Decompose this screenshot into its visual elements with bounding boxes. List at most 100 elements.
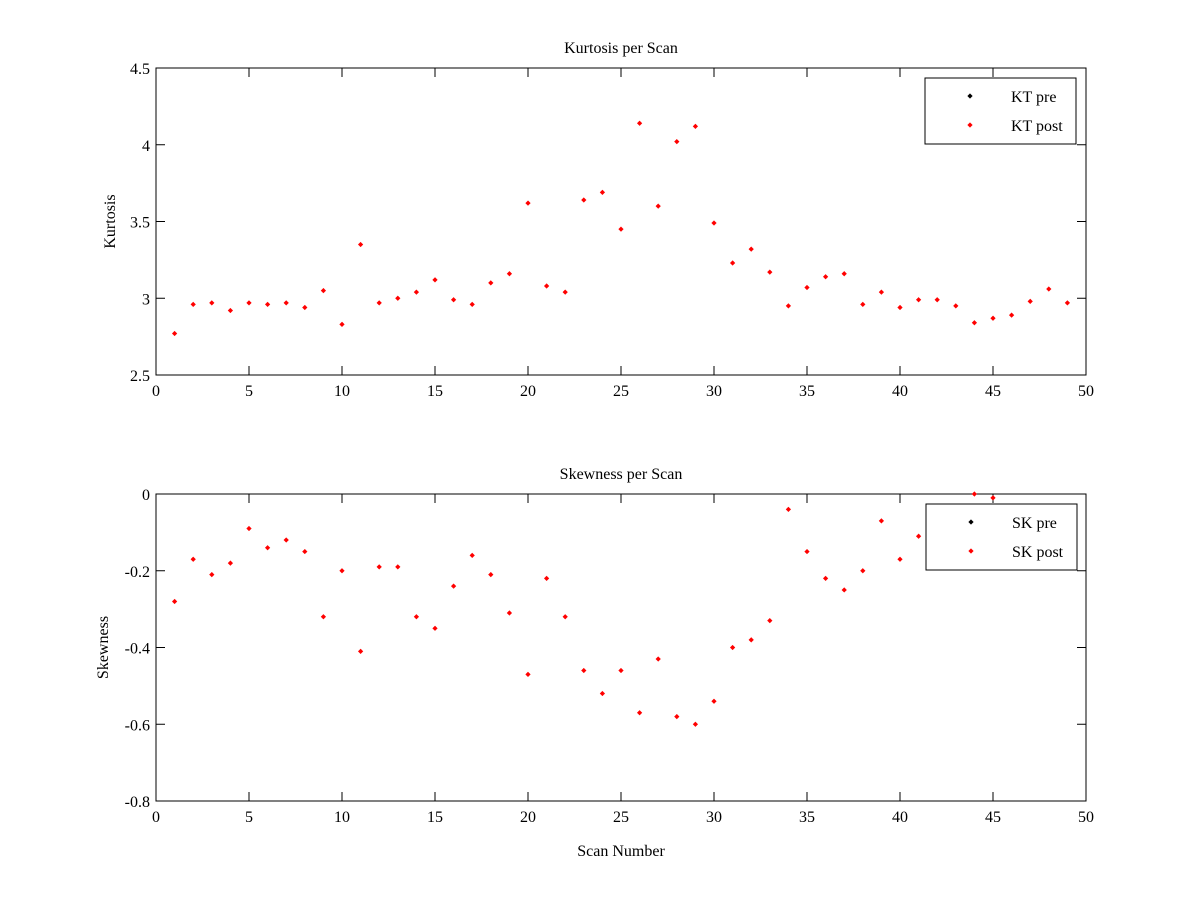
data-point <box>171 330 178 337</box>
legend-label: SK pre <box>1012 515 1057 532</box>
data-point <box>953 303 959 309</box>
x-tick-label: 45 <box>985 809 1001 826</box>
data-point <box>711 220 717 226</box>
x-tick-label: 35 <box>799 809 815 826</box>
data-point <box>395 295 401 301</box>
data-point <box>339 568 345 574</box>
data-point <box>190 301 196 308</box>
data-point <box>878 518 885 524</box>
legend-label: SK post <box>1012 544 1064 561</box>
legend: KT pre KT post <box>924 77 1077 145</box>
data-point <box>506 271 513 277</box>
x-tick-label: 15 <box>427 383 443 400</box>
data-point <box>915 297 922 303</box>
data-point <box>320 614 327 620</box>
x-tick-label: 20 <box>520 383 536 400</box>
data-point <box>785 506 792 512</box>
data-point <box>897 304 903 311</box>
x-tick-label: 0 <box>152 383 160 400</box>
data-point <box>450 297 457 303</box>
legend: SK pre SK post <box>925 503 1078 571</box>
data-point <box>897 556 903 562</box>
x-axis-label: Scan Number <box>577 843 665 860</box>
data-point <box>581 197 587 203</box>
data-point <box>785 303 792 309</box>
y-tick-label: -0.4 <box>125 641 150 658</box>
x-tick-label: 5 <box>245 809 253 826</box>
data-point <box>729 260 736 266</box>
data-point <box>971 320 978 326</box>
x-tick-label: 20 <box>520 809 536 826</box>
legend-label: KT pre <box>1011 89 1056 106</box>
y-tick-label: -0.2 <box>125 564 150 581</box>
x-tick-label: 10 <box>334 383 350 400</box>
data-point <box>227 560 234 566</box>
data-point <box>915 533 922 539</box>
data-point <box>767 269 773 275</box>
data-point <box>618 667 624 674</box>
data-point <box>525 200 531 206</box>
x-tick-label: 10 <box>334 809 350 826</box>
y-tick-label: -0.8 <box>125 794 150 811</box>
y-axis-label: Skewness <box>95 616 112 679</box>
x-tick-label: 25 <box>613 809 629 826</box>
data-point <box>841 271 847 277</box>
data-point <box>692 721 699 727</box>
legend-box <box>925 503 1078 571</box>
legend-marker <box>968 519 974 525</box>
data-point <box>264 545 271 551</box>
data-point <box>264 301 271 308</box>
data-point <box>283 300 289 306</box>
data-point <box>246 525 252 532</box>
data-point <box>469 552 475 559</box>
data-point <box>209 571 215 578</box>
legend-box <box>924 77 1077 145</box>
data-point <box>581 667 587 674</box>
data-point <box>339 321 345 327</box>
data-point <box>413 614 420 620</box>
y-tick-label: 3 <box>142 291 150 308</box>
data-point <box>841 587 847 593</box>
data-point <box>488 571 494 578</box>
data-point <box>376 564 382 570</box>
data-point <box>543 283 550 289</box>
x-tick-label: 25 <box>613 383 629 400</box>
x-tick-label: 15 <box>427 809 443 826</box>
data-point <box>357 241 364 248</box>
data-point <box>357 648 364 654</box>
data-point <box>748 246 754 252</box>
data-point <box>432 625 438 631</box>
chart-title: Kurtosis per Scan <box>564 40 678 57</box>
data-marks <box>171 491 996 727</box>
y-tick-label: -0.6 <box>125 717 150 734</box>
data-point <box>171 598 178 605</box>
y-tick-label: 4.5 <box>130 61 150 78</box>
x-tick-label: 30 <box>706 809 722 826</box>
x-tick-label: 50 <box>1078 383 1094 400</box>
data-point <box>432 277 438 283</box>
data-point <box>692 123 699 129</box>
data-point <box>543 575 550 582</box>
data-point <box>302 304 308 311</box>
data-point <box>822 575 829 582</box>
data-point <box>748 637 754 643</box>
legend-marker <box>967 122 973 128</box>
skewness-subplot: 0 5 10 15 20 25 30 35 40 45 50 -0.8 -0.6 -0.4 -0.2 0 Sk… <box>95 466 1094 860</box>
x-tick-label: 45 <box>985 383 1001 400</box>
y-tick-label: 4 <box>142 138 150 155</box>
data-point <box>562 614 568 620</box>
x-tick-label: 5 <box>245 383 253 400</box>
y-tick-label: 2.5 <box>130 368 150 385</box>
x-tick-label: 50 <box>1078 809 1094 826</box>
data-point <box>767 618 773 624</box>
data-point <box>246 300 252 306</box>
data-point <box>320 287 327 294</box>
data-point <box>302 548 308 555</box>
data-point <box>729 644 736 651</box>
data-point <box>525 671 531 677</box>
data-point <box>822 274 829 280</box>
data-point <box>804 548 810 555</box>
data-point <box>674 139 680 145</box>
data-point <box>506 610 513 616</box>
data-point <box>860 568 866 574</box>
